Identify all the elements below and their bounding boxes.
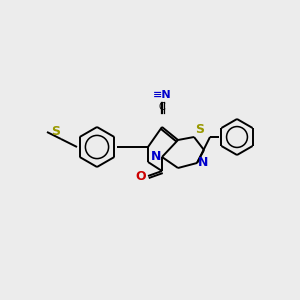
Text: N: N [198, 157, 208, 169]
Text: N: N [151, 151, 161, 164]
Text: S: S [195, 123, 204, 136]
Text: O: O [135, 169, 146, 182]
Text: ≡N: ≡N [153, 90, 171, 100]
Text: S: S [51, 125, 60, 138]
Text: C: C [159, 102, 165, 112]
